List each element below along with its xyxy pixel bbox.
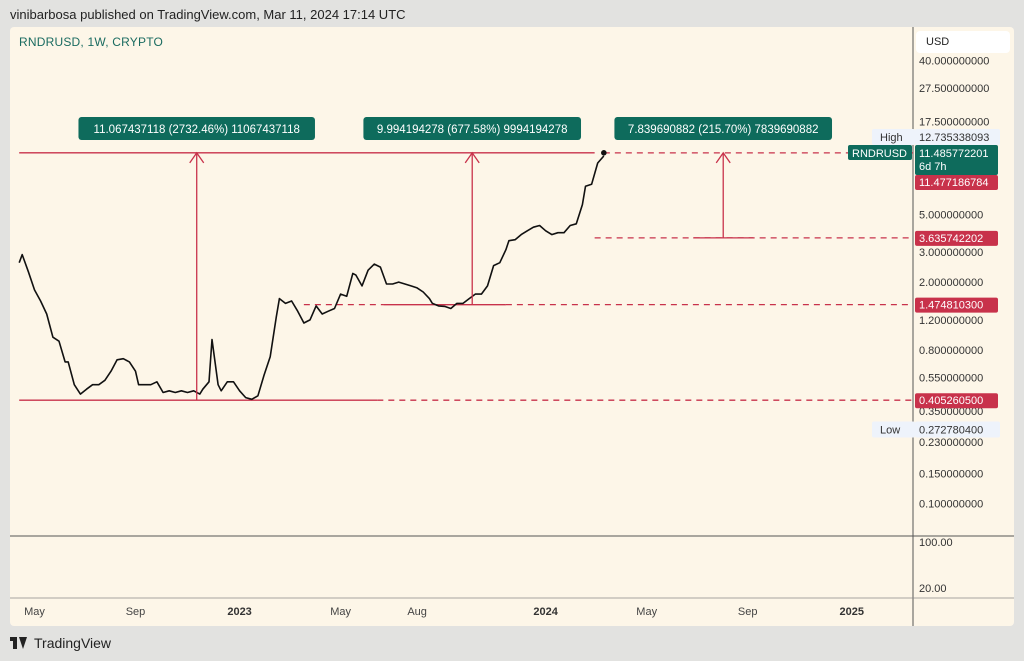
price-label: 0.405260500 [915, 393, 998, 409]
x-tick-label: May [24, 606, 45, 618]
x-tick-label: 2024 [533, 606, 558, 618]
tradingview-logo-icon [10, 637, 28, 649]
measure-arrow-head [715, 151, 731, 164]
chart-frame[interactable]: 11.067437118 (2732.46%) 11067437118 9.994… [10, 27, 1014, 626]
measure-label-bg [363, 117, 582, 140]
chart-title: RNDRUSD, 1W, CRYPTO [19, 35, 164, 49]
price-label: High 12.735338093 [872, 129, 1000, 145]
price-line [18, 155, 605, 401]
last-price-dot [601, 150, 607, 156]
lower-y-tick-label: 100.00 [919, 537, 953, 549]
x-tick-label: May [636, 606, 657, 618]
footer: TradingView [10, 635, 111, 651]
price-label-text: 12.735338093 [919, 132, 989, 144]
measure-label-bg [78, 117, 315, 140]
y-tick-label: 0.350000000 [919, 406, 983, 418]
price-label-bg [915, 230, 998, 246]
price-label-tag-bg [872, 421, 915, 438]
y-tick-label: 0.100000000 [919, 499, 983, 511]
last-price-text: 11.485772201 [919, 148, 989, 160]
measure-arrow-head [189, 151, 205, 164]
measure-label: 11.067437118 (2732.46%) 11067437118 [78, 117, 315, 140]
y-tick-label: 2.000000000 [919, 277, 983, 289]
currency-button[interactable]: USD [916, 31, 1010, 53]
symbol-label-bg [848, 145, 912, 160]
measure-arrow-head [464, 151, 480, 164]
price-label-text: 0.272780400 [919, 424, 983, 436]
price-label-bg [915, 421, 1000, 438]
x-tick-label: 2025 [840, 606, 864, 618]
price-label-tag: Low [880, 424, 900, 436]
x-tick-label: Aug [407, 606, 427, 618]
price-label-text: 3.635742202 [919, 233, 983, 245]
y-tick-label: 40.000000000 [919, 55, 989, 67]
y-tick-label: 3.000000000 [919, 247, 983, 259]
y-tick-label: 0.800000000 [919, 345, 983, 357]
price-label: 1.474810300 [915, 297, 998, 313]
y-tick-label: 1.200000000 [919, 315, 983, 327]
y-tick-label: 27.500000000 [919, 83, 989, 95]
price-chart[interactable]: 11.067437118 (2732.46%) 11067437118 9.994… [10, 27, 1014, 626]
y-tick-label: 0.550000000 [919, 373, 983, 385]
publish-header: vinibarbosa published on TradingView.com… [10, 7, 406, 22]
measure-label-bg [614, 117, 833, 140]
y-tick-label: 0.230000000 [919, 437, 983, 449]
price-label-bg [915, 393, 998, 409]
footer-brand: TradingView [34, 635, 112, 651]
x-tick-label: 2023 [227, 606, 251, 618]
price-label-bg [915, 175, 998, 190]
measure-label: 9.994194278 (677.58%) 9994194278 [363, 117, 582, 140]
x-tick-label: Sep [126, 606, 146, 618]
price-label: 11.477186784 [915, 175, 998, 190]
measure-label: 7.839690882 (215.70%) 7839690882 [614, 117, 833, 140]
symbol-label-text: RNDRUSD [852, 148, 907, 160]
price-label-bg [915, 129, 1000, 145]
countdown-text: 6d 7h [919, 161, 947, 173]
price-label-text: 0.405260500 [919, 395, 983, 407]
price-label-text: 11.477186784 [919, 177, 989, 189]
price-label: Low 0.272780400 [872, 421, 1000, 438]
last-price-bg [915, 145, 998, 175]
price-label-text: 1.474810300 [919, 300, 983, 312]
measure-label-text: 9.994194278 (677.58%) 9994194278 [377, 124, 568, 136]
price-label-tag: High [880, 132, 903, 144]
price-label: 3.635742202 [915, 230, 998, 246]
y-tick-label: 17.500000000 [919, 117, 989, 129]
price-label-tag-bg [872, 129, 915, 145]
y-tick-label: 0.150000000 [919, 469, 983, 481]
measure-label-text: 11.067437118 (2732.46%) 11067437118 [94, 124, 300, 136]
x-tick-label: Sep [738, 606, 758, 618]
price-label-bg [915, 297, 998, 313]
lower-y-tick-label: 20.00 [919, 583, 947, 595]
x-tick-label: May [330, 606, 351, 618]
measure-label-text: 7.839690882 (215.70%) 7839690882 [628, 124, 819, 136]
y-tick-label: 5.000000000 [919, 209, 983, 221]
